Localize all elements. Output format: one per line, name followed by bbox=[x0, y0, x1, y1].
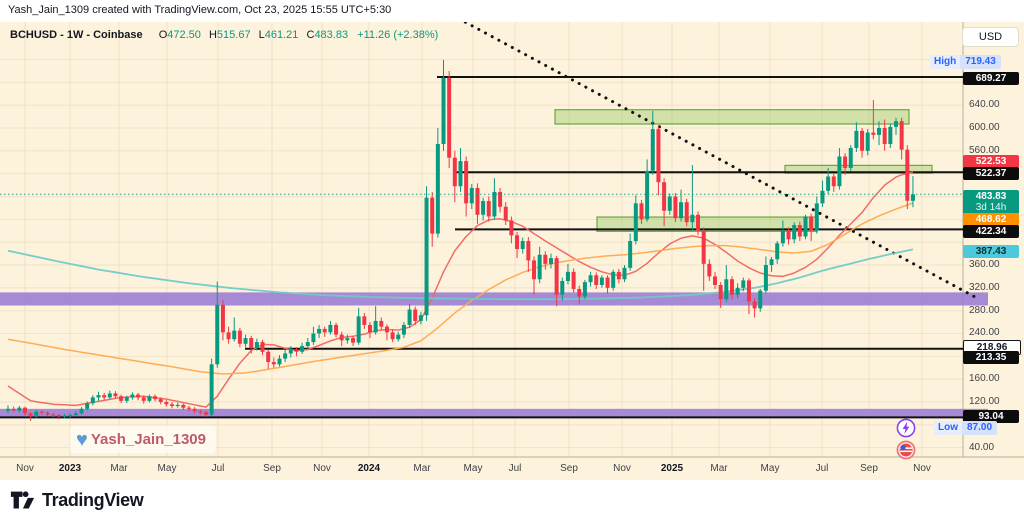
axis-separators bbox=[0, 22, 1024, 458]
open-label: O bbox=[158, 29, 168, 41]
close-value: 483.83 bbox=[314, 29, 349, 41]
supply-demand-zones[interactable] bbox=[554, 109, 933, 232]
ma-mid-line bbox=[7, 202, 914, 375]
time-tick-Mar: Mar bbox=[413, 463, 431, 474]
low-label: L bbox=[258, 29, 265, 41]
time-tick-Mar: Mar bbox=[110, 463, 128, 474]
time-tick-Nov: Nov bbox=[613, 463, 631, 474]
time-tick-Sep: Sep bbox=[263, 463, 281, 474]
time-tick-Sep: Sep bbox=[560, 463, 578, 474]
time-axis[interactable]: Nov 2023 Mar May Jul Sep Nov 2024 Mar May Jul Sep No… bbox=[0, 457, 1024, 480]
time-tick-2025: 2025 bbox=[660, 463, 684, 474]
sticker-badges bbox=[896, 418, 916, 462]
flag-sticker-icon[interactable] bbox=[896, 440, 916, 460]
descending-trendline[interactable] bbox=[452, 22, 977, 299]
moving-averages bbox=[7, 171, 914, 408]
tradingview-logo-icon bbox=[10, 491, 35, 509]
time-tick-May: May bbox=[760, 463, 780, 474]
chart-canvas[interactable] bbox=[0, 22, 1024, 480]
low-value: 461.21 bbox=[264, 29, 299, 41]
high-label: H bbox=[208, 29, 217, 41]
candles-layer[interactable] bbox=[6, 59, 915, 421]
time-tick-Mar: Mar bbox=[710, 463, 728, 474]
grid-lines bbox=[0, 22, 963, 457]
ma-fast-line bbox=[7, 171, 914, 408]
symbol-title: BCHUSD - 1W - Coinbase bbox=[10, 29, 143, 41]
horizontal-level-lines[interactable] bbox=[0, 76, 963, 419]
change-value: +11.26 (+2.38%) bbox=[357, 29, 439, 41]
tradingview-wordmark: TradingView bbox=[42, 490, 144, 510]
heart-icon: ♥ bbox=[76, 428, 88, 451]
time-tick-Jul: Jul bbox=[211, 463, 225, 474]
open-value: 472.50 bbox=[167, 29, 201, 41]
time-tick-Jul: Jul bbox=[508, 463, 522, 474]
attribution-text: Yash_Jain_1309 created with TradingView.… bbox=[8, 4, 392, 16]
user-watermark: ♥ Yash_Jain_1309 bbox=[70, 426, 216, 453]
ma-slow-line bbox=[7, 248, 914, 301]
time-tick-2024: 2024 bbox=[357, 463, 381, 474]
high-value: 515.67 bbox=[216, 29, 251, 41]
time-tick-Nov: Nov bbox=[16, 463, 34, 474]
currency-toggle-button[interactable]: USD bbox=[962, 27, 1019, 47]
tradingview-brand-link[interactable]: TradingView bbox=[10, 490, 144, 511]
close-label: C bbox=[306, 29, 315, 41]
time-tick-Jul: Jul bbox=[815, 463, 829, 474]
watermark-text: Yash_Jain_1309 bbox=[90, 431, 206, 448]
time-tick-May: May bbox=[463, 463, 483, 474]
chart-widget[interactable]: BCHUSD - 1W - Coinbase O472.50 H515.67 L… bbox=[0, 22, 1024, 480]
time-tick-Nov: Nov bbox=[313, 463, 331, 474]
time-tick-Sep: Sep bbox=[860, 463, 878, 474]
time-tick-2023: 2023 bbox=[58, 463, 82, 474]
time-tick-Nov: Nov bbox=[913, 463, 931, 474]
symbol-legend[interactable]: BCHUSD - 1W - Coinbase O472.50 H515.67 L… bbox=[10, 29, 438, 41]
footer-bar: TradingView bbox=[0, 480, 1024, 521]
time-tick-May: May bbox=[157, 463, 177, 474]
lightning-sticker-icon[interactable] bbox=[896, 418, 916, 438]
